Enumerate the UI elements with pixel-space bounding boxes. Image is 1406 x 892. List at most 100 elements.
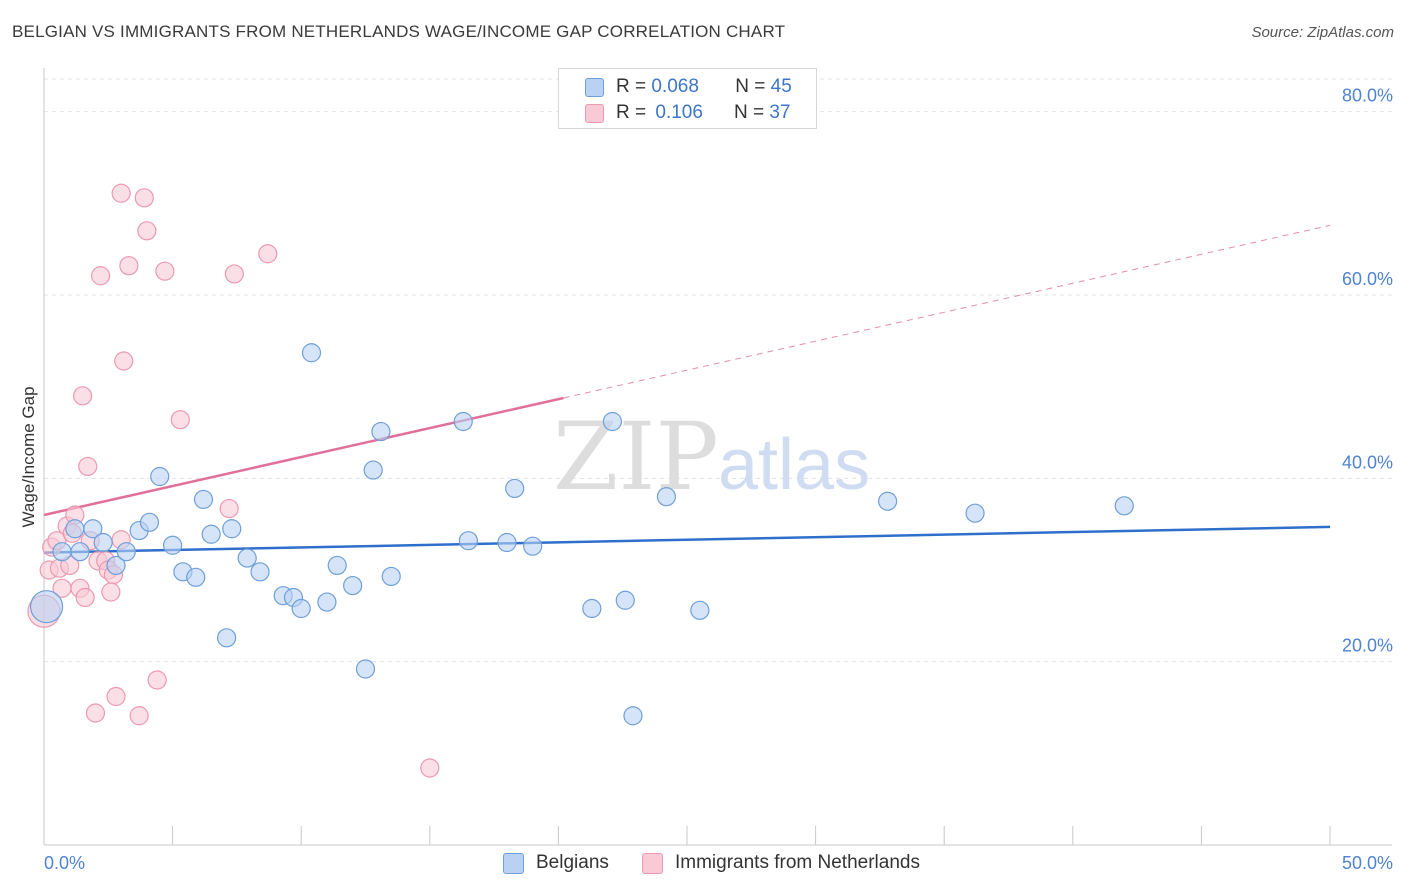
- belgians-point: [217, 628, 237, 648]
- netherlands-point: [111, 183, 131, 203]
- n-value: 45: [770, 76, 792, 97]
- belgians-point: [602, 411, 623, 432]
- y-tick-label: 40.0%: [1342, 452, 1393, 472]
- belgians-point: [381, 566, 401, 587]
- legend-item-belgians[interactable]: Belgians: [503, 852, 609, 874]
- belgians-point: [505, 478, 525, 499]
- belgians-point: [301, 343, 322, 363]
- belgians-point: [106, 555, 126, 576]
- belgians-point: [965, 503, 985, 523]
- netherlands-point: [114, 351, 134, 371]
- belgians-point: [615, 590, 635, 610]
- netherlands-point: [129, 706, 149, 726]
- netherlands-point: [224, 264, 244, 284]
- y-axis-label: Wage/Income Gap: [19, 386, 38, 527]
- belgians-point: [150, 466, 170, 487]
- netherlands-point: [258, 244, 278, 264]
- legend-label: Immigrants from Netherlands: [675, 852, 920, 873]
- n-value: 37: [769, 102, 791, 123]
- trend-line-dashed: [563, 224, 1331, 399]
- belgians-point: [371, 421, 391, 442]
- belgians-point: [355, 659, 376, 679]
- legend-label: Belgians: [536, 852, 609, 873]
- r-value: 0.106: [655, 102, 703, 123]
- belgians-point: [186, 567, 206, 587]
- netherlands-point: [101, 582, 121, 602]
- belgians-point: [1114, 496, 1134, 516]
- tick-labels: 20.0% 40.0% 60.0% 80.0% 0.0% 50.0%: [44, 86, 1393, 873]
- belgians-point: [52, 542, 72, 562]
- belgians-point: [237, 548, 257, 568]
- belgians-point: [453, 411, 473, 432]
- belgians-point: [623, 706, 643, 726]
- gridlines: [43, 78, 1392, 845]
- netherlands-point: [134, 188, 154, 208]
- netherlands-point: [78, 456, 98, 477]
- trend-line-solid: [43, 396, 564, 517]
- belgians-point: [116, 542, 136, 562]
- netherlands-point: [137, 221, 157, 241]
- belgians-point: [343, 575, 363, 596]
- source-label: Source: ZipAtlas.com: [1251, 24, 1394, 41]
- belgians-point: [458, 531, 478, 551]
- legend-item-netherlands[interactable]: Immigrants from Netherlands: [642, 852, 920, 874]
- r-label: R =: [616, 76, 647, 97]
- trend-line-solid: [43, 525, 1331, 554]
- belgians-point: [582, 598, 602, 619]
- watermark-atlas: atlas: [718, 425, 870, 505]
- y-tick-label: 80.0%: [1342, 86, 1393, 106]
- trend-lines: [43, 224, 1331, 554]
- belgians-point: [163, 535, 183, 555]
- series-legend: Belgians Immigrants from Netherlands: [0, 852, 1406, 878]
- n-label: N =: [733, 102, 765, 123]
- x-tick-label: 50.0%: [1342, 853, 1393, 873]
- netherlands-point: [85, 703, 106, 723]
- netherlands-point: [155, 261, 175, 281]
- netherlands-point: [75, 587, 95, 608]
- belgians-point: [193, 489, 214, 510]
- belgians-point: [29, 590, 64, 624]
- belgians-point: [317, 592, 337, 612]
- belgians-point: [201, 524, 221, 544]
- belgians-point: [139, 512, 160, 532]
- belgians-point: [250, 562, 270, 582]
- netherlands-point: [420, 758, 440, 778]
- belgians-point: [363, 460, 383, 480]
- netherlands-point: [147, 670, 167, 690]
- watermark-zip: ZIP: [553, 403, 719, 512]
- y-tick-label: 20.0%: [1342, 636, 1393, 656]
- belgians-swatch: [503, 852, 524, 874]
- axes: [43, 68, 1392, 846]
- n-label: N =: [735, 76, 766, 97]
- belgians-point: [83, 519, 103, 539]
- stats-row-netherlands: R = 0.106 N = 37: [585, 100, 790, 126]
- x-tick-label: 0.0%: [44, 853, 85, 873]
- belgians-point: [690, 600, 710, 620]
- stats-row-belgians: R = 0.068 N = 45: [585, 74, 792, 100]
- netherlands-point: [72, 386, 93, 406]
- chart-title: BELGIAN VS IMMIGRANTS FROM NETHERLANDS W…: [12, 22, 786, 41]
- belgians-point: [222, 519, 242, 539]
- watermark: ZIP atlas: [553, 403, 870, 512]
- netherlands-point: [170, 410, 190, 430]
- r-label: R =: [616, 102, 647, 123]
- y-tick-label: 60.0%: [1342, 269, 1393, 289]
- belgians-point: [656, 487, 677, 507]
- stats-legend: R = 0.068 N = 45 R = 0.106 N = 37: [558, 68, 817, 129]
- belgians-point: [878, 491, 898, 511]
- belgians-point: [327, 555, 347, 576]
- netherlands-point: [90, 266, 111, 286]
- netherlands-point: [106, 686, 126, 707]
- belgians-point: [291, 598, 311, 619]
- netherlands-point: [119, 256, 139, 276]
- belgians-point: [523, 536, 543, 556]
- belgians-point: [65, 519, 85, 539]
- belgians-swatch: [585, 77, 604, 97]
- belgians-point: [93, 532, 113, 553]
- data-points: [27, 183, 1134, 778]
- belgians-point: [497, 532, 517, 553]
- belgians-point: [70, 542, 90, 562]
- netherlands-swatch: [642, 852, 663, 874]
- r-value: 0.068: [651, 76, 699, 97]
